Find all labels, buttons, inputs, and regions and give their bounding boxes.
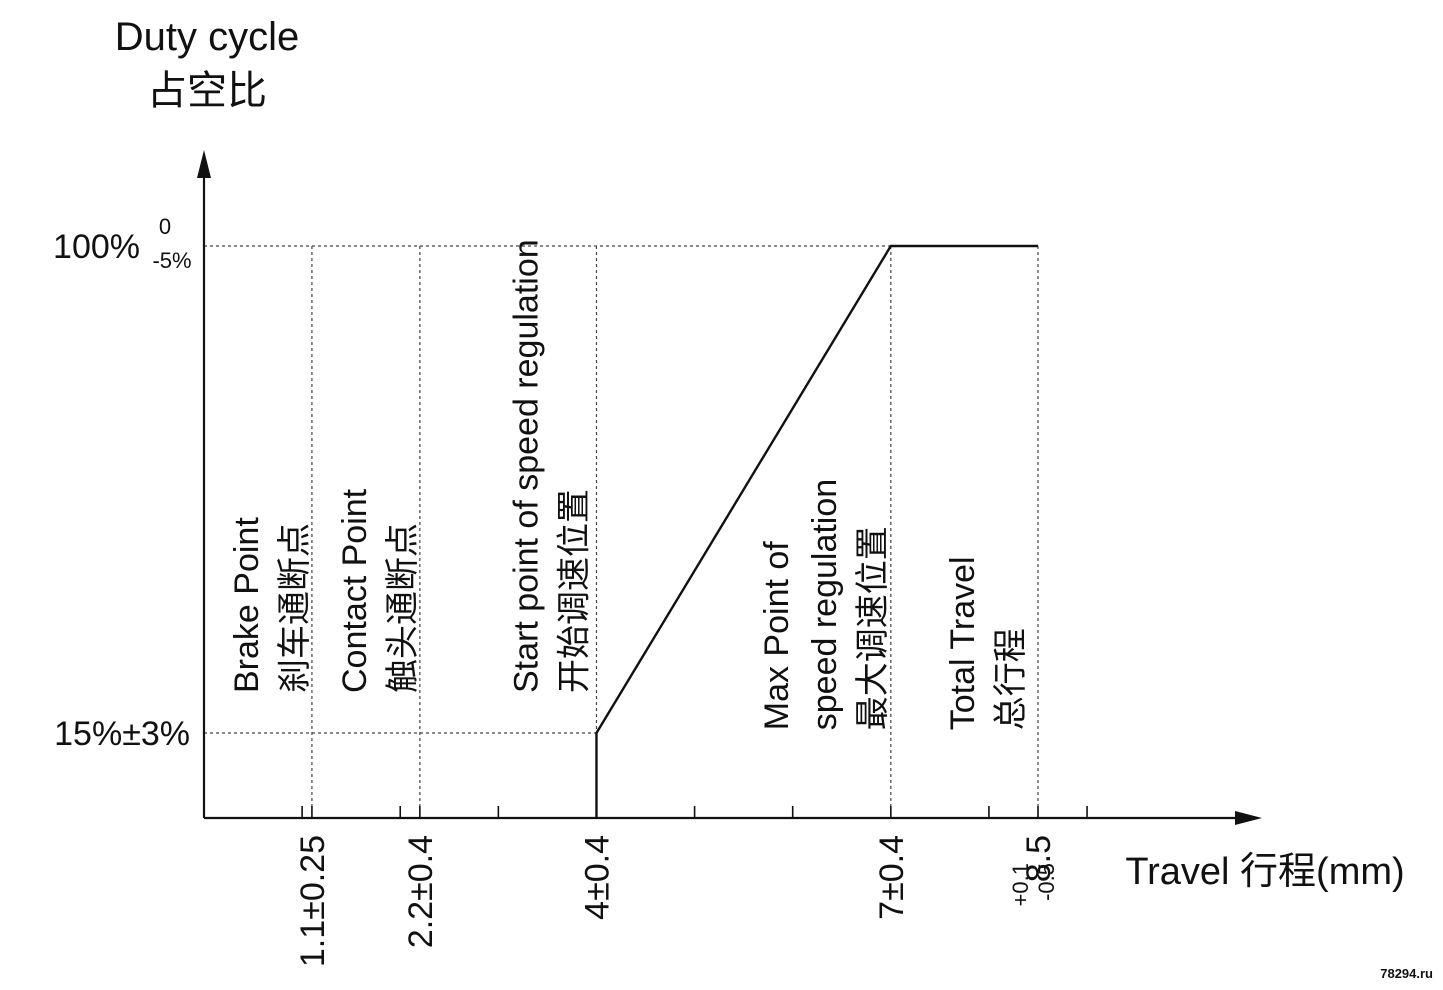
- watermark: 78294.ru: [1380, 966, 1433, 981]
- annotation-0-line-0: Brake Point: [228, 517, 266, 693]
- x-tick-tol-lower-4: -0.5: [1034, 863, 1059, 901]
- y-axis-label-en: Duty cycle: [115, 15, 300, 59]
- annotation-1-line-1: 触头通断点: [384, 523, 422, 693]
- axis-ticks: [301, 806, 1088, 818]
- y-tick-label-1: 15%±3%: [54, 715, 190, 753]
- y-axis-arrow: [197, 150, 211, 178]
- x-tick-label-group-2: 4±0.4: [578, 835, 616, 920]
- x-tick-label-0: 1.1±0.25: [294, 835, 332, 967]
- x-tick-label-group-1: 2.2±0.4: [402, 835, 440, 948]
- annotation-4-line-0: Total Travel: [944, 556, 982, 730]
- reference-lines: [204, 245, 1039, 818]
- annotation-3-line-1: speed regulation: [806, 479, 844, 730]
- annotation-2-line-0: Start point of speed regulation: [508, 239, 546, 693]
- annotation-3-line-2: 最大调速位置: [854, 526, 892, 730]
- annotation-4-line-1: 总行程: [992, 628, 1030, 730]
- x-axis-arrow: [1235, 811, 1262, 825]
- annotations: Brake Point 刹车通断点 Contact Point 触头通断点 Start …: [228, 239, 1030, 730]
- y-tick-tol-lower-0: -5%: [152, 248, 191, 273]
- annotation-2-line-1: 开始调速位置: [556, 489, 594, 693]
- x-tick-label-group-3: 7±0.4: [873, 835, 911, 920]
- x-tick-label-group-0: 1.1±0.25: [294, 835, 332, 967]
- x-tick-label-group-4: 8.5+0.1 -0.5: [1008, 835, 1059, 906]
- y-tick-tol-upper-0: 0: [159, 214, 171, 239]
- annotation-1-line-0: Contact Point: [336, 488, 374, 693]
- x-axis-label: Travel 行程(mm): [1125, 851, 1404, 893]
- series-group: [595, 244, 1038, 819]
- tick-labels: 100% 0 -5% 15%±3% 1.1±0.25 2.2±0.4 4±0.4 7±0.4 8…: [53, 214, 1059, 967]
- y-tick-label-0: 100%: [53, 228, 140, 266]
- axes: [197, 150, 1262, 825]
- annotation-0-line-1: 刹车通断点: [276, 523, 314, 693]
- x-tick-tol-upper-4: +0.1: [1008, 863, 1033, 906]
- x-tick-label-2: 4±0.4: [578, 835, 616, 920]
- x-tick-label-1: 2.2±0.4: [402, 835, 440, 948]
- x-tick-label-4: 8.5: [1020, 835, 1058, 882]
- series-line-0: [595, 244, 1038, 819]
- y-axis-label-zh: 占空比: [147, 69, 267, 113]
- x-tick-label-3: 7±0.4: [873, 835, 911, 920]
- annotation-3-line-0: Max Point of: [758, 541, 796, 731]
